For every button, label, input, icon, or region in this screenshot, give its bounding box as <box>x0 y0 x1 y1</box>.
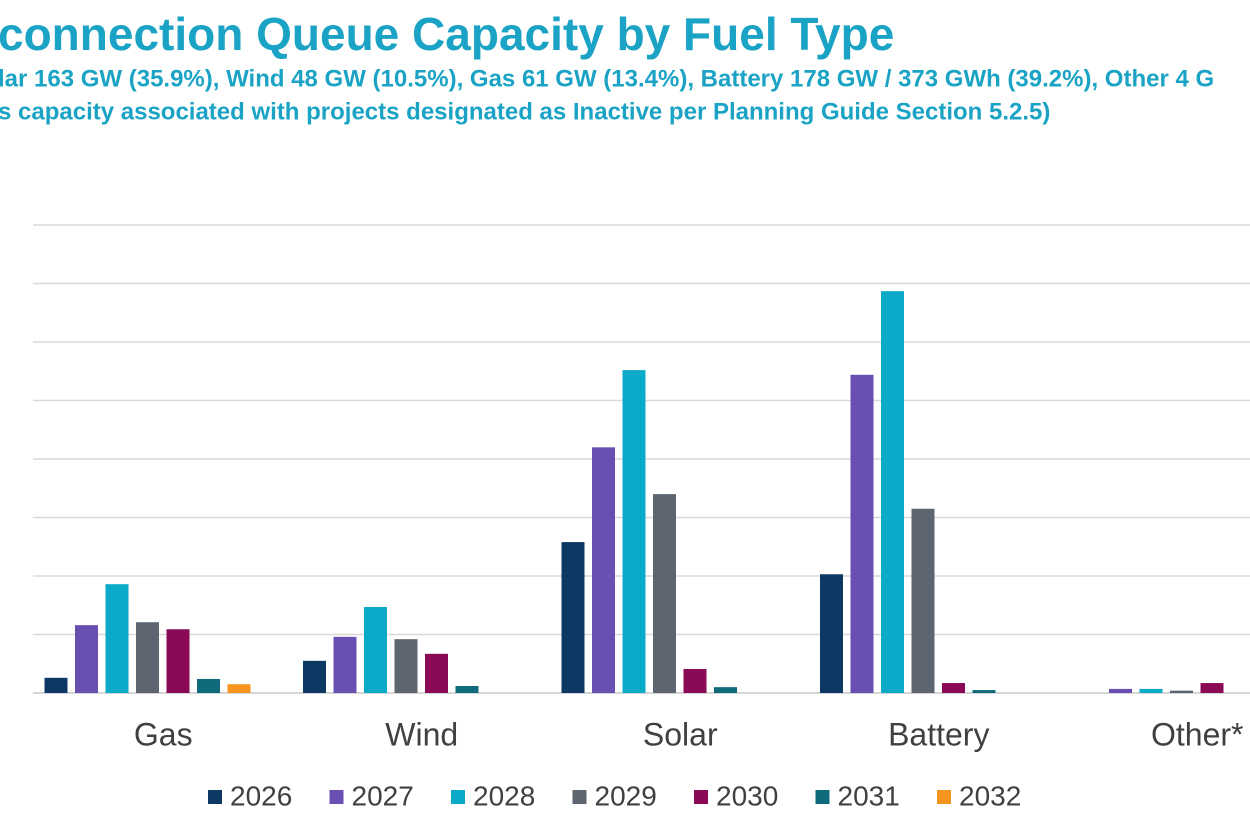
legend-label: 2026 <box>230 780 292 811</box>
x-tick-label: Battery <box>888 716 989 752</box>
bar <box>425 653 448 693</box>
bar <box>561 542 585 693</box>
legend-swatch <box>694 790 708 804</box>
bar <box>1170 690 1193 693</box>
legend-label: 2028 <box>473 780 535 811</box>
bar <box>333 636 357 693</box>
legend-label: 2027 <box>352 780 414 811</box>
bar <box>197 678 220 693</box>
bar <box>166 629 190 693</box>
bar <box>972 690 996 693</box>
bar <box>455 685 479 693</box>
bar <box>105 584 129 693</box>
bar <box>653 494 676 693</box>
x-tick-label: Solar <box>643 716 718 752</box>
bar <box>1139 688 1163 693</box>
legend-swatch <box>451 790 465 804</box>
bar <box>592 447 615 693</box>
bar <box>75 625 98 693</box>
bar <box>820 574 843 693</box>
chart-subtitle: lar 163 GW (35.9%), Wind 48 GW (10.5%), … <box>0 65 1214 92</box>
legend-swatch <box>815 790 830 804</box>
bar <box>1109 688 1132 693</box>
bar <box>911 508 935 693</box>
chart-subtitle: s capacity associated with projects desi… <box>0 98 1050 125</box>
bar <box>303 660 326 693</box>
bar <box>881 291 904 693</box>
bar <box>364 607 387 693</box>
legend-swatch <box>329 790 344 804</box>
bar <box>1200 683 1224 693</box>
bar <box>850 374 874 693</box>
x-tick-label: Other* <box>1151 716 1243 752</box>
bar <box>622 370 646 693</box>
bar <box>44 677 68 693</box>
legend-label: 2032 <box>959 780 1021 811</box>
x-tick-label: Wind <box>385 716 458 752</box>
bar <box>394 639 418 693</box>
bar <box>136 622 159 693</box>
legend-label: 2029 <box>595 780 657 811</box>
legend-swatch <box>937 790 951 804</box>
bar <box>942 683 965 693</box>
legend-swatch <box>572 790 587 804</box>
legend-label: 2031 <box>838 780 900 811</box>
x-tick-label: Gas <box>134 716 193 752</box>
bar <box>683 669 707 693</box>
bar <box>227 684 251 693</box>
bar <box>714 687 737 693</box>
legend-swatch <box>208 790 222 804</box>
chart-title: connection Queue Capacity by Fuel Type <box>0 8 894 60</box>
legend-label: 2030 <box>716 780 778 811</box>
